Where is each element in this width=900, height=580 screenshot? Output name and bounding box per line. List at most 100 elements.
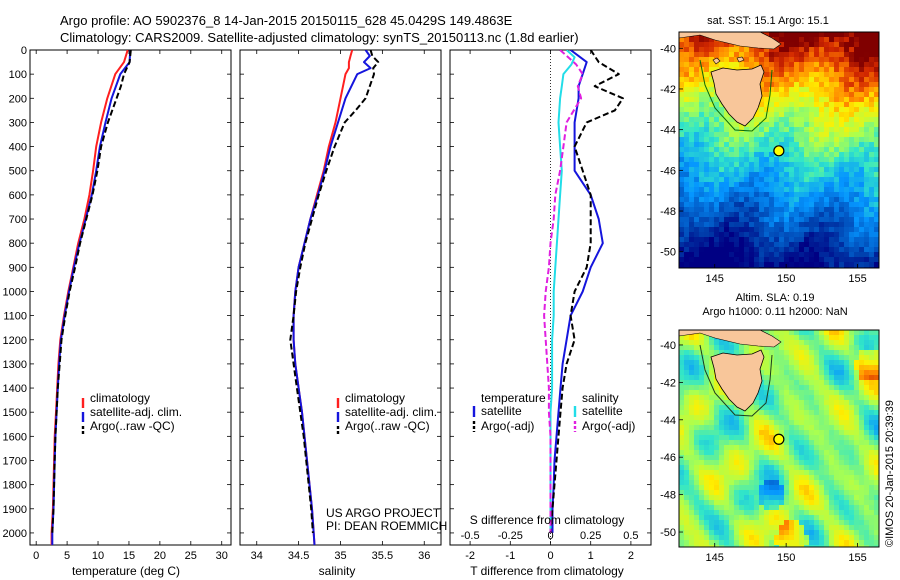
heatmap-cell [794, 177, 800, 183]
heatmap-cell [869, 440, 875, 446]
heatmap-cell [829, 500, 835, 506]
heatmap-cell [679, 470, 685, 476]
heatmap-cell [809, 142, 815, 148]
heatmap-cell [684, 247, 690, 253]
heatmap-cell [694, 47, 700, 53]
heatmap-cell [784, 465, 790, 471]
heatmap-cell [844, 405, 850, 411]
heatmap-cell [804, 187, 810, 193]
heatmap-cell [819, 67, 825, 73]
heatmap-cell [694, 400, 700, 406]
heatmap-cell [819, 117, 825, 123]
heatmap-cell [789, 470, 795, 476]
heatmap-cell [849, 390, 855, 396]
heatmap-cell [854, 112, 860, 118]
heatmap-cell [754, 495, 760, 501]
heatmap-cell [704, 197, 710, 203]
heatmap-cell [874, 32, 879, 38]
heatmap-cell [769, 107, 775, 113]
heatmap-cell [864, 340, 870, 346]
heatmap-cell [774, 390, 780, 396]
heatmap-cell [684, 182, 690, 188]
heatmap-cell [799, 182, 805, 188]
heatmap-cell [689, 450, 695, 456]
heatmap-cell [729, 430, 735, 436]
heatmap-cell [859, 520, 865, 526]
heatmap-cell [744, 217, 750, 223]
heatmap-cell [699, 142, 705, 148]
heatmap-cell [844, 450, 850, 456]
heatmap-cell [704, 242, 710, 248]
heatmap-cell [819, 525, 825, 531]
heatmap-cell [774, 425, 780, 431]
heatmap-cell [854, 330, 860, 336]
heatmap-cell [829, 400, 835, 406]
heatmap-cell [749, 157, 755, 163]
heatmap-cell [749, 520, 755, 526]
heatmap-cell [839, 152, 845, 158]
heatmap-cell [824, 262, 830, 268]
y-tick-label: 1800 [3, 480, 27, 492]
heatmap-cell [864, 505, 870, 511]
heatmap-cell [689, 510, 695, 516]
heatmap-cell [714, 540, 720, 546]
heatmap-cell [734, 252, 740, 258]
heatmap-cell [799, 77, 805, 83]
heatmap-cell [679, 465, 685, 471]
heatmap-cell [729, 217, 735, 223]
heatmap-cell [864, 187, 870, 193]
heatmap-cell [724, 187, 730, 193]
heatmap-cell [709, 232, 715, 238]
heatmap-cell [864, 450, 870, 456]
heatmap-cell [814, 540, 820, 546]
heatmap-cell [754, 152, 760, 158]
heatmap-cell [824, 217, 830, 223]
heatmap-cell [699, 495, 705, 501]
heatmap-cell [829, 370, 835, 376]
heatmap-cell [729, 480, 735, 486]
heatmap-cell [724, 440, 730, 446]
heatmap-cell [774, 52, 780, 58]
heatmap-cell [854, 197, 860, 203]
heatmap-cell [774, 222, 780, 228]
heatmap-cell [829, 127, 835, 133]
heatmap-cell [714, 525, 720, 531]
heatmap-cell [744, 242, 750, 248]
heatmap-cell [774, 237, 780, 243]
heatmap-cell [779, 340, 785, 346]
heatmap-cell [814, 172, 820, 178]
heatmap-cell [774, 420, 780, 426]
heatmap-cell [759, 127, 765, 133]
heatmap-cell [849, 490, 855, 496]
heatmap-cell [794, 32, 800, 38]
heatmap-cell [699, 152, 705, 158]
heatmap-cell [814, 500, 820, 506]
heatmap-cell [779, 117, 785, 123]
heatmap-cell [789, 420, 795, 426]
heatmap-cell [789, 187, 795, 193]
heatmap-cell [689, 480, 695, 486]
x-tick-label: 0 [547, 550, 553, 562]
heatmap-cell [784, 187, 790, 193]
heatmap-cell [719, 172, 725, 178]
heatmap-cell [704, 162, 710, 168]
heatmap-cell [734, 137, 740, 143]
heatmap-cell [794, 495, 800, 501]
legend-label: Argo(..raw -QC) [345, 419, 430, 433]
heatmap-cell [819, 212, 825, 218]
heatmap-cell [864, 137, 870, 143]
heatmap-cell [859, 335, 865, 341]
heatmap-cell [874, 395, 879, 401]
heatmap-cell [709, 525, 715, 531]
heatmap-cell [714, 262, 720, 268]
heatmap-cell [719, 415, 725, 421]
heatmap-cell [754, 535, 760, 541]
heatmap-cell [714, 187, 720, 193]
heatmap-cell [809, 107, 815, 113]
heatmap-cell [689, 197, 695, 203]
heatmap-cell [829, 520, 835, 526]
heatmap-cell [869, 410, 875, 416]
heatmap-cell [809, 450, 815, 456]
heatmap-cell [679, 247, 685, 253]
heatmap-cell [744, 202, 750, 208]
